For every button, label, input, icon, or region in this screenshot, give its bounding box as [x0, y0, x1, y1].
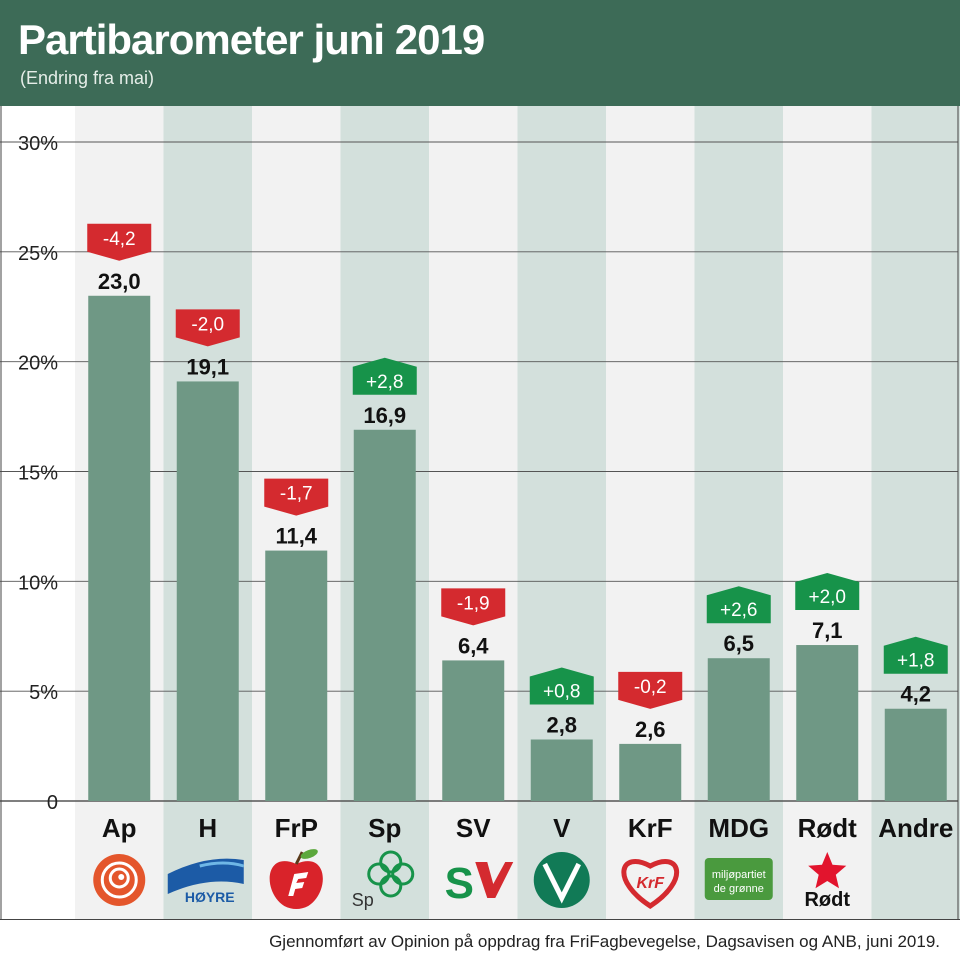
y-tick-label: 10%: [18, 572, 58, 594]
category-label: V: [553, 813, 571, 843]
star-logo-icon: Rødt: [804, 852, 850, 911]
clover-leaf: [379, 874, 403, 898]
category-label: SV: [456, 813, 491, 843]
sp-logo-text: Sp: [352, 890, 374, 910]
bar: [442, 660, 505, 801]
source-note: Gjennomført av Opinion på oppdrag fra Fr…: [269, 932, 940, 951]
bar: [884, 708, 947, 801]
rose-petal: [100, 861, 138, 899]
change-badge: [883, 636, 948, 674]
mdg-logo-icon: miljøpartiet de grønne: [704, 858, 773, 900]
change-label: -1,9: [457, 593, 490, 614]
apple-stem: [294, 851, 304, 865]
category-label: MDG: [708, 813, 769, 843]
change-label: +2,8: [366, 372, 404, 393]
sv-logo-v: [475, 862, 514, 898]
change-badge: [87, 223, 152, 261]
apple-leaf: [300, 849, 318, 859]
bar: [176, 381, 239, 801]
value-label: 19,1: [186, 354, 229, 379]
hoyre-wave: [167, 858, 244, 894]
change-badge: [264, 478, 329, 516]
change-badge: [175, 309, 240, 347]
y-tick-label: 5%: [29, 682, 58, 704]
heart-logo-icon: KrF: [621, 859, 680, 909]
apple-f-mark: [288, 872, 309, 896]
category-label: Sp: [368, 813, 401, 843]
chart-subtitle: (Endring fra mai): [20, 68, 155, 88]
change-badge: [441, 588, 506, 626]
bar: [88, 295, 151, 801]
rose-center: [118, 874, 125, 880]
category-label: Ap: [102, 813, 137, 843]
category-label: H: [198, 813, 217, 843]
bar: [796, 645, 859, 801]
change-badge: [529, 667, 594, 705]
change-label: -4,2: [103, 229, 136, 250]
apple-logo-icon: [269, 849, 323, 909]
category-label: KrF: [628, 813, 673, 843]
change-label: +2,6: [720, 600, 758, 621]
change-label: +0,8: [543, 681, 581, 702]
rose-petal: [108, 867, 130, 889]
value-label: 11,4: [275, 524, 317, 549]
value-label: 6,5: [723, 631, 754, 656]
value-label: 2,8: [546, 712, 577, 737]
value-label: 16,9: [363, 403, 406, 428]
bar: [707, 658, 770, 801]
rodt-logo-text: Rødt: [804, 889, 850, 911]
change-label: -2,0: [191, 314, 224, 335]
value-label: 23,0: [98, 269, 141, 294]
value-label: 2,6: [635, 717, 666, 742]
change-label: +1,8: [897, 651, 935, 672]
bar: [265, 550, 328, 801]
mdg-logo-text: miljøpartiet: [712, 869, 766, 881]
value-label: 4,2: [900, 682, 931, 707]
sv-logo-s: S: [445, 859, 474, 908]
category-label: FrP: [275, 813, 318, 843]
y-tick-label: 0: [47, 792, 58, 814]
value-label: 7,1: [812, 618, 843, 643]
value-label: 6,4: [458, 633, 489, 658]
clover-leaf: [367, 862, 391, 886]
v-logo-icon: [533, 852, 590, 908]
krf-logo-text: KrF: [636, 875, 665, 892]
change-badge: [352, 357, 417, 395]
star-shape: [808, 852, 847, 889]
v-mark: [542, 862, 581, 904]
y-tick-label: 20%: [18, 353, 58, 375]
heart-outline: [621, 859, 680, 909]
chart-title: Partibarometer juni 2019: [18, 16, 485, 63]
hoyre-stripe: [199, 861, 245, 868]
mdg-box: [704, 858, 773, 900]
chart-bottom-border: [0, 919, 960, 920]
bar: [530, 739, 593, 801]
change-label: -0,2: [634, 677, 667, 698]
category-label: Rødt: [798, 813, 858, 843]
hoyre-logo-icon: HØYRE: [167, 858, 245, 905]
hoyre-logo-text: HØYRE: [185, 889, 235, 905]
clover-leaf: [379, 850, 403, 874]
clover-leaf: [391, 862, 415, 886]
change-badge: [706, 586, 771, 624]
sv-logo-icon: S: [445, 859, 514, 908]
chart-header: Partibarometer juni 2019 (Endring fra ma…: [0, 0, 960, 106]
clover-logo-icon: Sp: [352, 850, 415, 910]
change-badge: [795, 573, 860, 611]
bar: [619, 743, 682, 801]
change-label: +2,0: [808, 587, 846, 608]
mdg-logo-text: de grønne: [714, 883, 764, 895]
y-tick-label: 25%: [18, 243, 58, 265]
rose-logo-icon: [93, 854, 146, 906]
y-tick-label: 30%: [18, 133, 58, 155]
y-tick-label: 15%: [18, 463, 58, 485]
category-label: Andre: [878, 813, 953, 843]
change-badge: [618, 671, 683, 709]
bar: [353, 429, 416, 801]
change-label: -1,7: [280, 484, 313, 505]
